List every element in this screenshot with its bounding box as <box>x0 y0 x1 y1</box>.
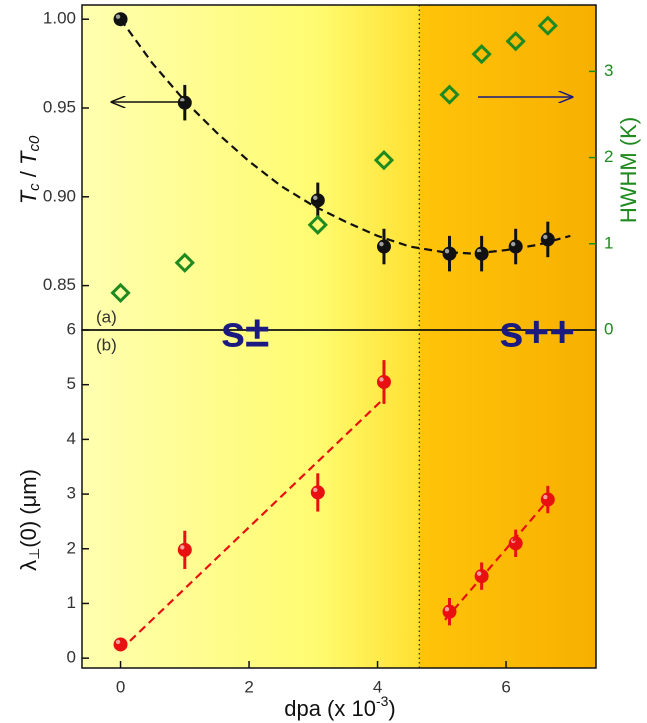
point-highlight <box>476 571 482 576</box>
point <box>310 193 325 208</box>
point-highlight <box>444 606 450 612</box>
label-part: (0) (μm) <box>16 469 41 548</box>
y-tick-label: 5 <box>67 374 76 393</box>
y-tick-label: 1 <box>67 593 76 612</box>
y2-axis-label: HWHM (K) <box>616 117 641 223</box>
point <box>537 15 558 36</box>
frame <box>81 329 597 669</box>
point <box>376 239 391 254</box>
label-part: ⊥ <box>26 548 42 560</box>
x-tick-label: 6 <box>501 677 510 696</box>
y-tick-label: 0.95 <box>43 97 76 116</box>
label-part: dpa (x 10 <box>284 696 376 721</box>
point <box>110 282 131 304</box>
label-part: c <box>26 183 43 191</box>
fit-line <box>444 496 552 621</box>
y-tick-label: 6 <box>67 319 76 338</box>
point-highlight <box>115 639 121 645</box>
y-tick-label: 0.85 <box>43 275 76 294</box>
point-highlight <box>543 234 548 240</box>
fit-line <box>119 18 571 255</box>
region-s-pm <box>82 5 420 668</box>
point <box>177 542 192 557</box>
fit-line <box>119 397 385 651</box>
point-highlight <box>379 377 384 382</box>
label-part: / <box>16 165 41 183</box>
label-part: T <box>16 189 41 204</box>
point <box>373 150 395 171</box>
point <box>439 84 460 105</box>
label-part: λ <box>16 560 41 571</box>
label-part: c0 <box>26 135 43 152</box>
y-tick-label: 1.00 <box>43 9 76 28</box>
x-tick-label: 0 <box>116 677 125 696</box>
point <box>505 31 526 52</box>
point <box>442 604 457 619</box>
x-tick-label: 2 <box>244 677 253 696</box>
panel-label: (a) <box>96 307 117 326</box>
y-tick-label: 2 <box>67 538 76 557</box>
panel-label: (b) <box>96 335 117 354</box>
y-tick-label: 4 <box>67 429 76 448</box>
y2-tick-label: 3 <box>604 61 613 80</box>
background <box>82 5 596 668</box>
label-part: -3 <box>376 693 389 709</box>
y-tick-label: 3 <box>67 484 76 503</box>
y-tick-label: 0.90 <box>43 186 76 205</box>
point-highlight <box>510 241 516 247</box>
point <box>307 214 328 235</box>
point-highlight <box>180 545 185 550</box>
y-axis-label: Tc / Tc0 <box>16 135 43 204</box>
point-highlight <box>444 248 450 254</box>
point <box>310 485 325 500</box>
x-axis-label: dpa (x 10-3) <box>284 693 396 721</box>
point <box>174 252 195 273</box>
y2-tick-label: 0 <box>604 319 613 338</box>
label-part: T <box>16 150 41 165</box>
label-part: ) <box>388 696 395 721</box>
annotation: s++ <box>499 308 575 357</box>
point-highlight <box>543 494 548 500</box>
point <box>471 44 492 65</box>
region-s-pp <box>419 5 596 668</box>
y2-tick-label: 2 <box>604 147 613 166</box>
y-axis-label: λ⊥(0) (μm) <box>16 469 42 571</box>
point <box>376 374 391 389</box>
point-highlight <box>313 487 318 493</box>
annotation: s± <box>221 308 270 357</box>
y2-tick-label: 1 <box>604 233 613 252</box>
x-tick-label: 4 <box>373 677 382 696</box>
y-tick-label: 0 <box>67 648 76 667</box>
plot: 0.85 0.90 0.95 1.00 0 1 2 3 0 1 2 3 4 5 6 0 2 4 6 <box>43 4 613 696</box>
point-highlight <box>379 241 384 247</box>
point <box>508 239 523 254</box>
point-highlight <box>115 14 121 19</box>
point-highlight <box>313 195 318 201</box>
